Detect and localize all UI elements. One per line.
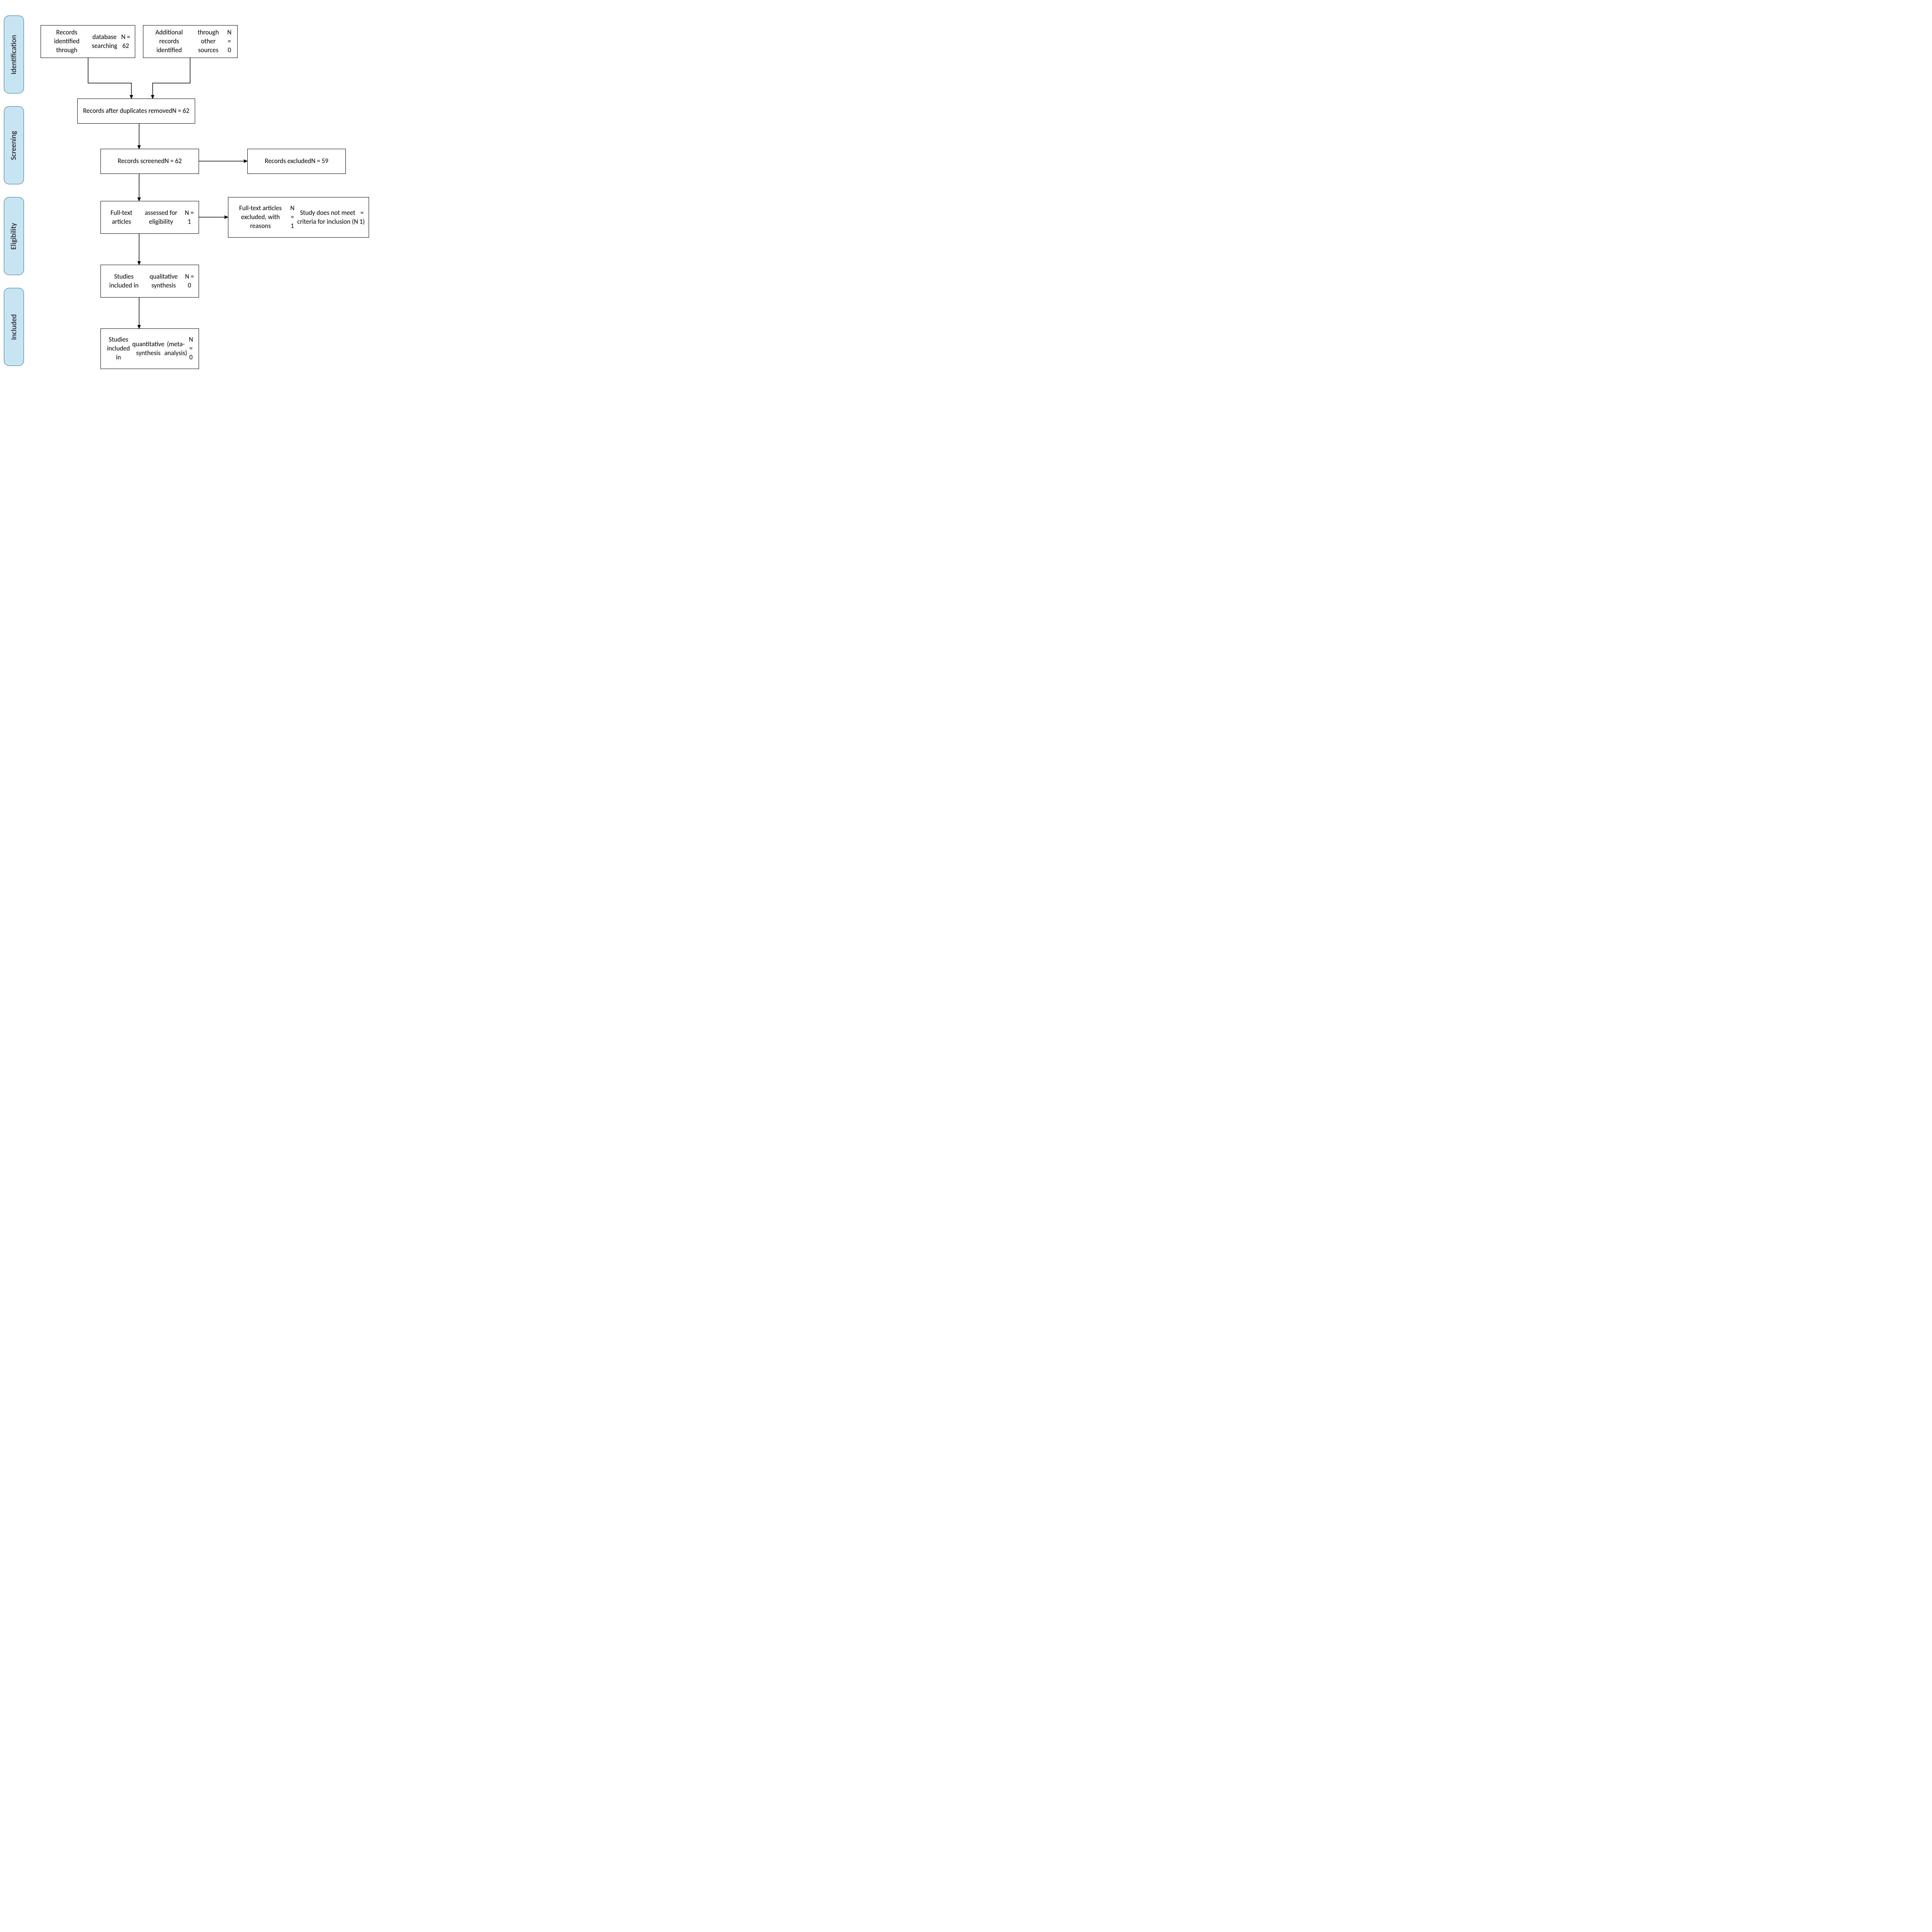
box-quant: Studies included inquantitative synthesi… <box>100 328 199 369</box>
arrow-db-to-dedup <box>88 58 131 99</box>
arrow-other-to-dedup <box>153 58 190 99</box>
phase-label: Eligibility <box>10 223 19 249</box>
box-excl2: Full-text articles excluded, with reason… <box>228 197 369 238</box>
box-dedup: Records after duplicates removedN = 62 <box>77 99 195 124</box>
box-other: Additional records identifiedthrough oth… <box>143 25 238 58</box>
phase-label: Included <box>10 314 19 340</box>
prisma-flowchart: Identification Screening Eligibility Includ… <box>0 0 375 402</box>
phase-label: Identification <box>10 35 19 74</box>
phase-screening: Screening <box>4 106 24 184</box>
phase-eligibility: Eligibility <box>4 197 24 275</box>
box-screened: Records screenedN = 62 <box>100 149 199 174</box>
phase-identification: Identification <box>4 15 24 94</box>
box-db: Records identified throughdatabase searc… <box>41 25 135 58</box>
box-excl1: Records excludedN = 59 <box>247 149 346 174</box>
box-fulltext: Full-text articlesassessed for eligibili… <box>100 201 199 234</box>
box-qual: Studies included inqualitative synthesis… <box>100 265 199 298</box>
phase-label: Screening <box>10 131 19 160</box>
phase-included: Included <box>4 288 24 366</box>
